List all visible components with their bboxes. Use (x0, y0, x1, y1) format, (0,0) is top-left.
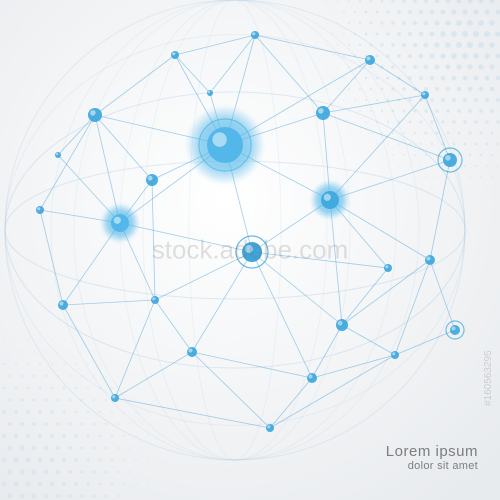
caption: Lorem ipsum dolor sit amet (386, 443, 478, 472)
network-diagram (0, 0, 500, 500)
stock-id: #160563295 (483, 350, 494, 406)
caption-subtitle: dolor sit amet (386, 460, 478, 472)
caption-title: Lorem ipsum (386, 443, 478, 460)
